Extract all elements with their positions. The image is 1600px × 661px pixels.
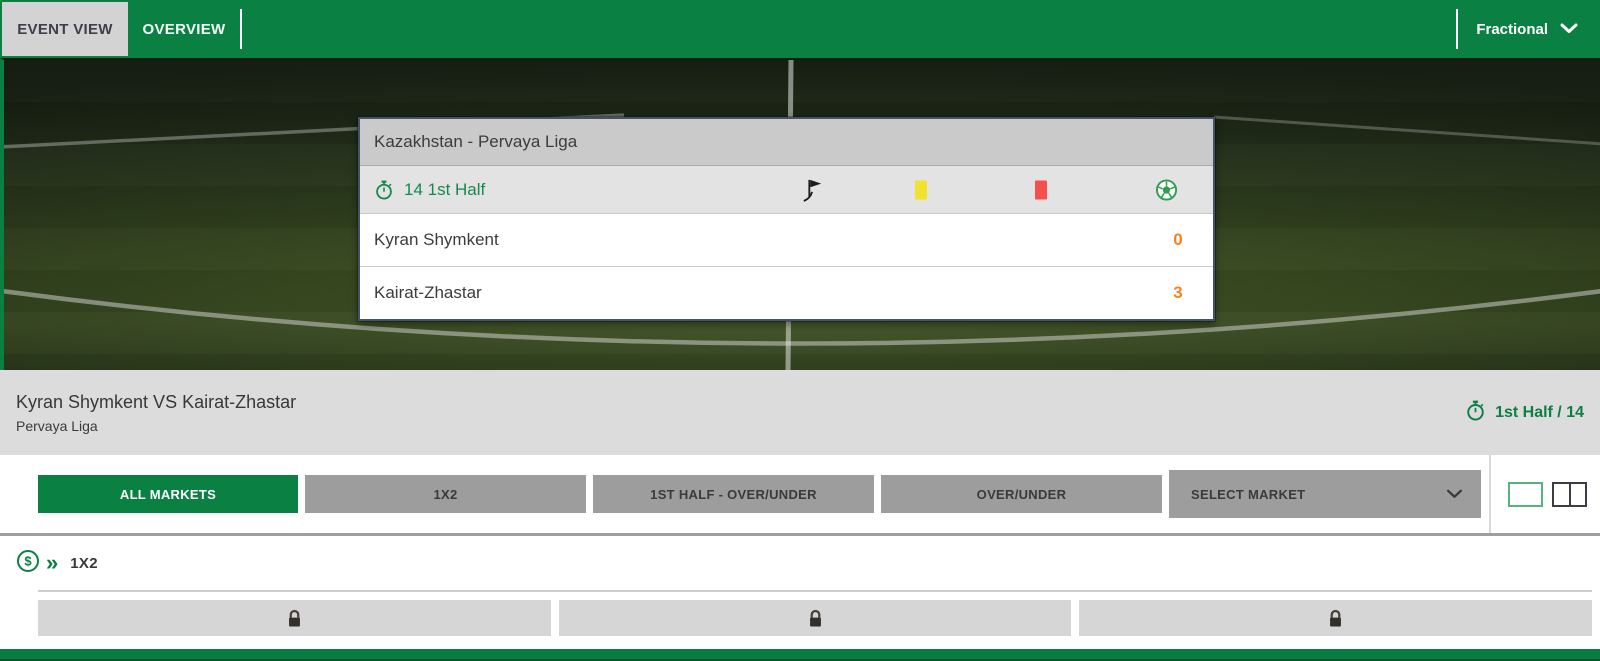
top-bar: EVENT VIEW OVERVIEW Fractional (0, 0, 1600, 58)
match-clock-text: 14 1st Half (404, 179, 486, 199)
corner-flag-icon (802, 177, 824, 203)
away-team-name: Kairat-Zhastar (374, 283, 482, 302)
soccer-ball-icon (1155, 178, 1178, 201)
live-score-card[interactable]: Kazakhstan - Pervaya Liga 14 1st Half (358, 117, 1215, 321)
tab-1x2[interactable]: 1X2 (305, 475, 586, 513)
market-section-header[interactable]: $ » 1X2 (0, 536, 1600, 590)
chevron-down-icon (1446, 487, 1463, 502)
match-league: Pervaya Liga (16, 417, 98, 434)
bottom-green-strip (0, 649, 1600, 661)
home-team-score: 0 (1173, 230, 1183, 249)
team-row-home: Kyran Shymkent 0 (360, 213, 1213, 266)
header-divider-right (1456, 9, 1459, 49)
match-status-row: 14 1st Half (360, 166, 1213, 213)
red-card-icon (1035, 180, 1047, 199)
single-column-view-toggle[interactable] (1508, 481, 1543, 507)
match-title: Kyran Shymkent VS Kairat-Zhastar (16, 391, 297, 412)
outcomes-row (38, 600, 1593, 636)
yellow-card-icon (915, 180, 927, 199)
toggle-middle-line (1568, 483, 1571, 505)
select-market-dropdown[interactable]: SELECT MARKET (1169, 470, 1481, 518)
market-section-1x2: $ » 1X2 (0, 533, 1600, 661)
away-team-score: 3 (1173, 283, 1183, 302)
outcome-home-locked[interactable] (38, 600, 551, 636)
chevron-down-icon (1560, 21, 1578, 38)
outcomes-divider (38, 590, 1592, 592)
stopwatch-icon (374, 180, 394, 200)
header-divider (240, 9, 242, 49)
match-clock: 1st Half / 14 (1465, 400, 1600, 426)
lock-icon (288, 609, 300, 626)
tab-1st-half-over-under[interactable]: 1ST HALF - OVER/UNDER (593, 475, 874, 513)
league-header: Kazakhstan - Pervaya Liga (360, 119, 1213, 166)
select-market-label: SELECT MARKET (1191, 486, 1306, 502)
tab-overview[interactable]: OVERVIEW (142, 20, 226, 38)
outcome-away-locked[interactable] (1079, 600, 1593, 636)
money-icon: $ (16, 549, 40, 578)
tabs-divider (1489, 455, 1491, 533)
odds-format-label: Fractional (1476, 20, 1548, 38)
tab-all-markets[interactable]: ALL MARKETS (38, 475, 298, 513)
match-header: Kyran Shymkent VS Kairat-Zhastar Pervaya… (0, 370, 1600, 455)
stopwatch-icon (1465, 400, 1486, 426)
pitch-background: Kazakhstan - Pervaya Liga 14 1st Half (0, 58, 1600, 370)
team-row-away: Kairat-Zhastar 3 (360, 266, 1213, 319)
odds-format-dropdown[interactable]: Fractional (1458, 0, 1600, 58)
tab-event-view[interactable]: EVENT VIEW (2, 2, 128, 56)
outcome-draw-locked[interactable] (558, 600, 1072, 636)
tab-over-under[interactable]: OVER/UNDER (881, 475, 1162, 513)
two-column-view-toggle[interactable] (1552, 481, 1587, 507)
lock-icon (809, 609, 821, 626)
svg-text:$: $ (24, 553, 32, 568)
double-chevron-icon: » (46, 550, 59, 575)
market-section-title: 1X2 (70, 554, 98, 572)
market-tabs-row: ALL MARKETS 1X2 1ST HALF - OVER/UNDER OV… (0, 455, 1600, 533)
home-team-name: Kyran Shymkent (374, 230, 499, 249)
header-spacer (242, 0, 1456, 58)
match-clock-text: 1st Half / 14 (1495, 403, 1584, 421)
lock-icon (1330, 609, 1342, 626)
